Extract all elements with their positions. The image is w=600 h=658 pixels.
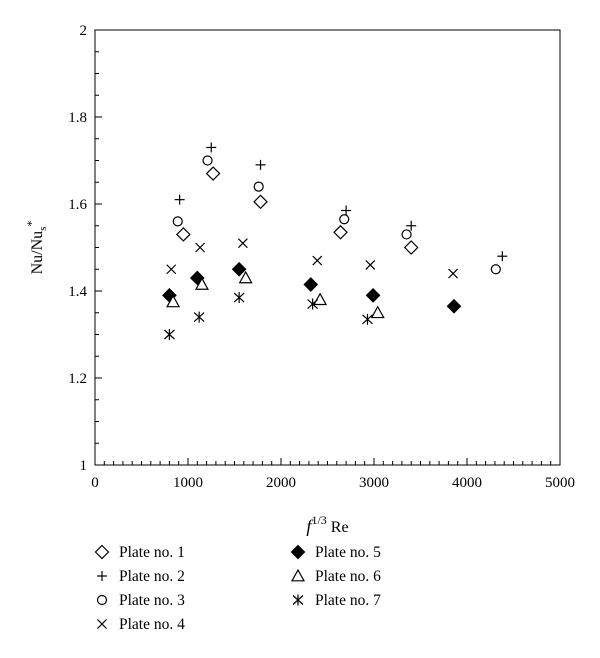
y-tick-label: 1.2 xyxy=(68,371,87,387)
y-tick-label: 2 xyxy=(80,23,88,39)
legend-item: Plate no. 6 xyxy=(290,568,381,585)
data-point xyxy=(253,194,268,210)
data-point xyxy=(365,288,381,303)
legend-label: Plate no. 2 xyxy=(119,568,185,585)
x-tick-label: 5000 xyxy=(545,475,575,491)
legend-marker xyxy=(290,568,306,582)
x-tick-label: 0 xyxy=(91,475,99,491)
legend-marker xyxy=(292,594,304,606)
legend-label: Plate no. 7 xyxy=(315,592,381,609)
data-point xyxy=(339,214,350,225)
x-axis-title: f1/3 Re xyxy=(306,513,348,536)
x-tick-label: 2000 xyxy=(266,475,296,491)
data-point xyxy=(206,142,217,153)
data-point xyxy=(193,311,205,323)
legend-item: Plate no. 4 xyxy=(97,616,185,633)
legend-item: Plate no. 1 xyxy=(94,544,185,561)
y-axis-title: Nu/Nus* xyxy=(24,221,49,275)
chart-axes: 0 1000 2000 3000 4000 5000 1 1.2 1.4 1.6 1.8 2 f1/3 … xyxy=(24,23,575,536)
legend-label: Plate no. 5 xyxy=(315,544,381,561)
legend-item: Plate no. 7 xyxy=(292,592,381,609)
data-point xyxy=(312,255,323,266)
data-point xyxy=(313,292,328,306)
plot-frame xyxy=(94,29,561,466)
data-point xyxy=(166,264,177,275)
y-tick-label: 1.4 xyxy=(68,284,87,300)
legend-marker xyxy=(290,544,306,560)
legend-marker xyxy=(94,544,110,560)
legend-item: Plate no. 3 xyxy=(96,592,185,609)
legend-label: Plate no. 4 xyxy=(119,616,185,633)
data-point xyxy=(406,220,417,231)
legend-marker xyxy=(96,594,108,606)
series-7 xyxy=(163,292,373,340)
data-point xyxy=(202,155,213,166)
data-point xyxy=(365,259,376,270)
y-tick-label: 1.8 xyxy=(68,110,87,126)
legend-marker xyxy=(97,571,107,581)
data-point xyxy=(163,329,175,340)
series-3 xyxy=(172,155,501,275)
series-1 xyxy=(176,166,419,255)
data-point xyxy=(401,229,412,240)
data-point xyxy=(370,305,385,319)
legend-marker xyxy=(97,619,107,629)
legend-label: Plate no. 6 xyxy=(315,568,381,585)
data-point xyxy=(205,166,221,181)
series-2 xyxy=(174,142,508,262)
series-6 xyxy=(166,270,385,319)
data-point xyxy=(172,216,183,227)
data-point xyxy=(333,224,348,240)
y-tick-label: 1.6 xyxy=(68,197,87,213)
legend-label: Plate no. 1 xyxy=(119,544,185,561)
data-point xyxy=(237,238,248,249)
data-point xyxy=(231,261,247,277)
data-point xyxy=(446,298,462,314)
data-point xyxy=(166,294,181,308)
data-point xyxy=(195,242,206,253)
data-point xyxy=(303,277,319,292)
data-point xyxy=(253,181,264,192)
series-4 xyxy=(166,238,458,279)
x-tick-label: 4000 xyxy=(452,475,482,491)
data-point xyxy=(174,194,185,205)
data-point xyxy=(362,313,373,325)
y-tick-label: 1 xyxy=(80,458,88,474)
data-point xyxy=(403,240,419,255)
data-point xyxy=(497,251,508,262)
chart-legend: Plate no. 1 Plate no. 2 Plate no. 3 Plate n… xyxy=(94,544,381,633)
data-point xyxy=(307,298,319,310)
legend-item: Plate no. 5 xyxy=(290,544,381,561)
data-point xyxy=(490,264,501,275)
data-point xyxy=(341,205,352,216)
data-point xyxy=(238,270,253,284)
data-point xyxy=(176,227,191,242)
legend-item: Plate no. 2 xyxy=(97,568,185,585)
data-point xyxy=(255,159,266,170)
legend-label: Plate no. 3 xyxy=(119,592,185,609)
x-tick-label: 3000 xyxy=(359,475,389,491)
data-point xyxy=(233,292,245,304)
data-point xyxy=(448,268,458,279)
chart-marks xyxy=(162,142,508,340)
data-point xyxy=(194,277,209,290)
x-tick-label: 1000 xyxy=(173,475,203,491)
